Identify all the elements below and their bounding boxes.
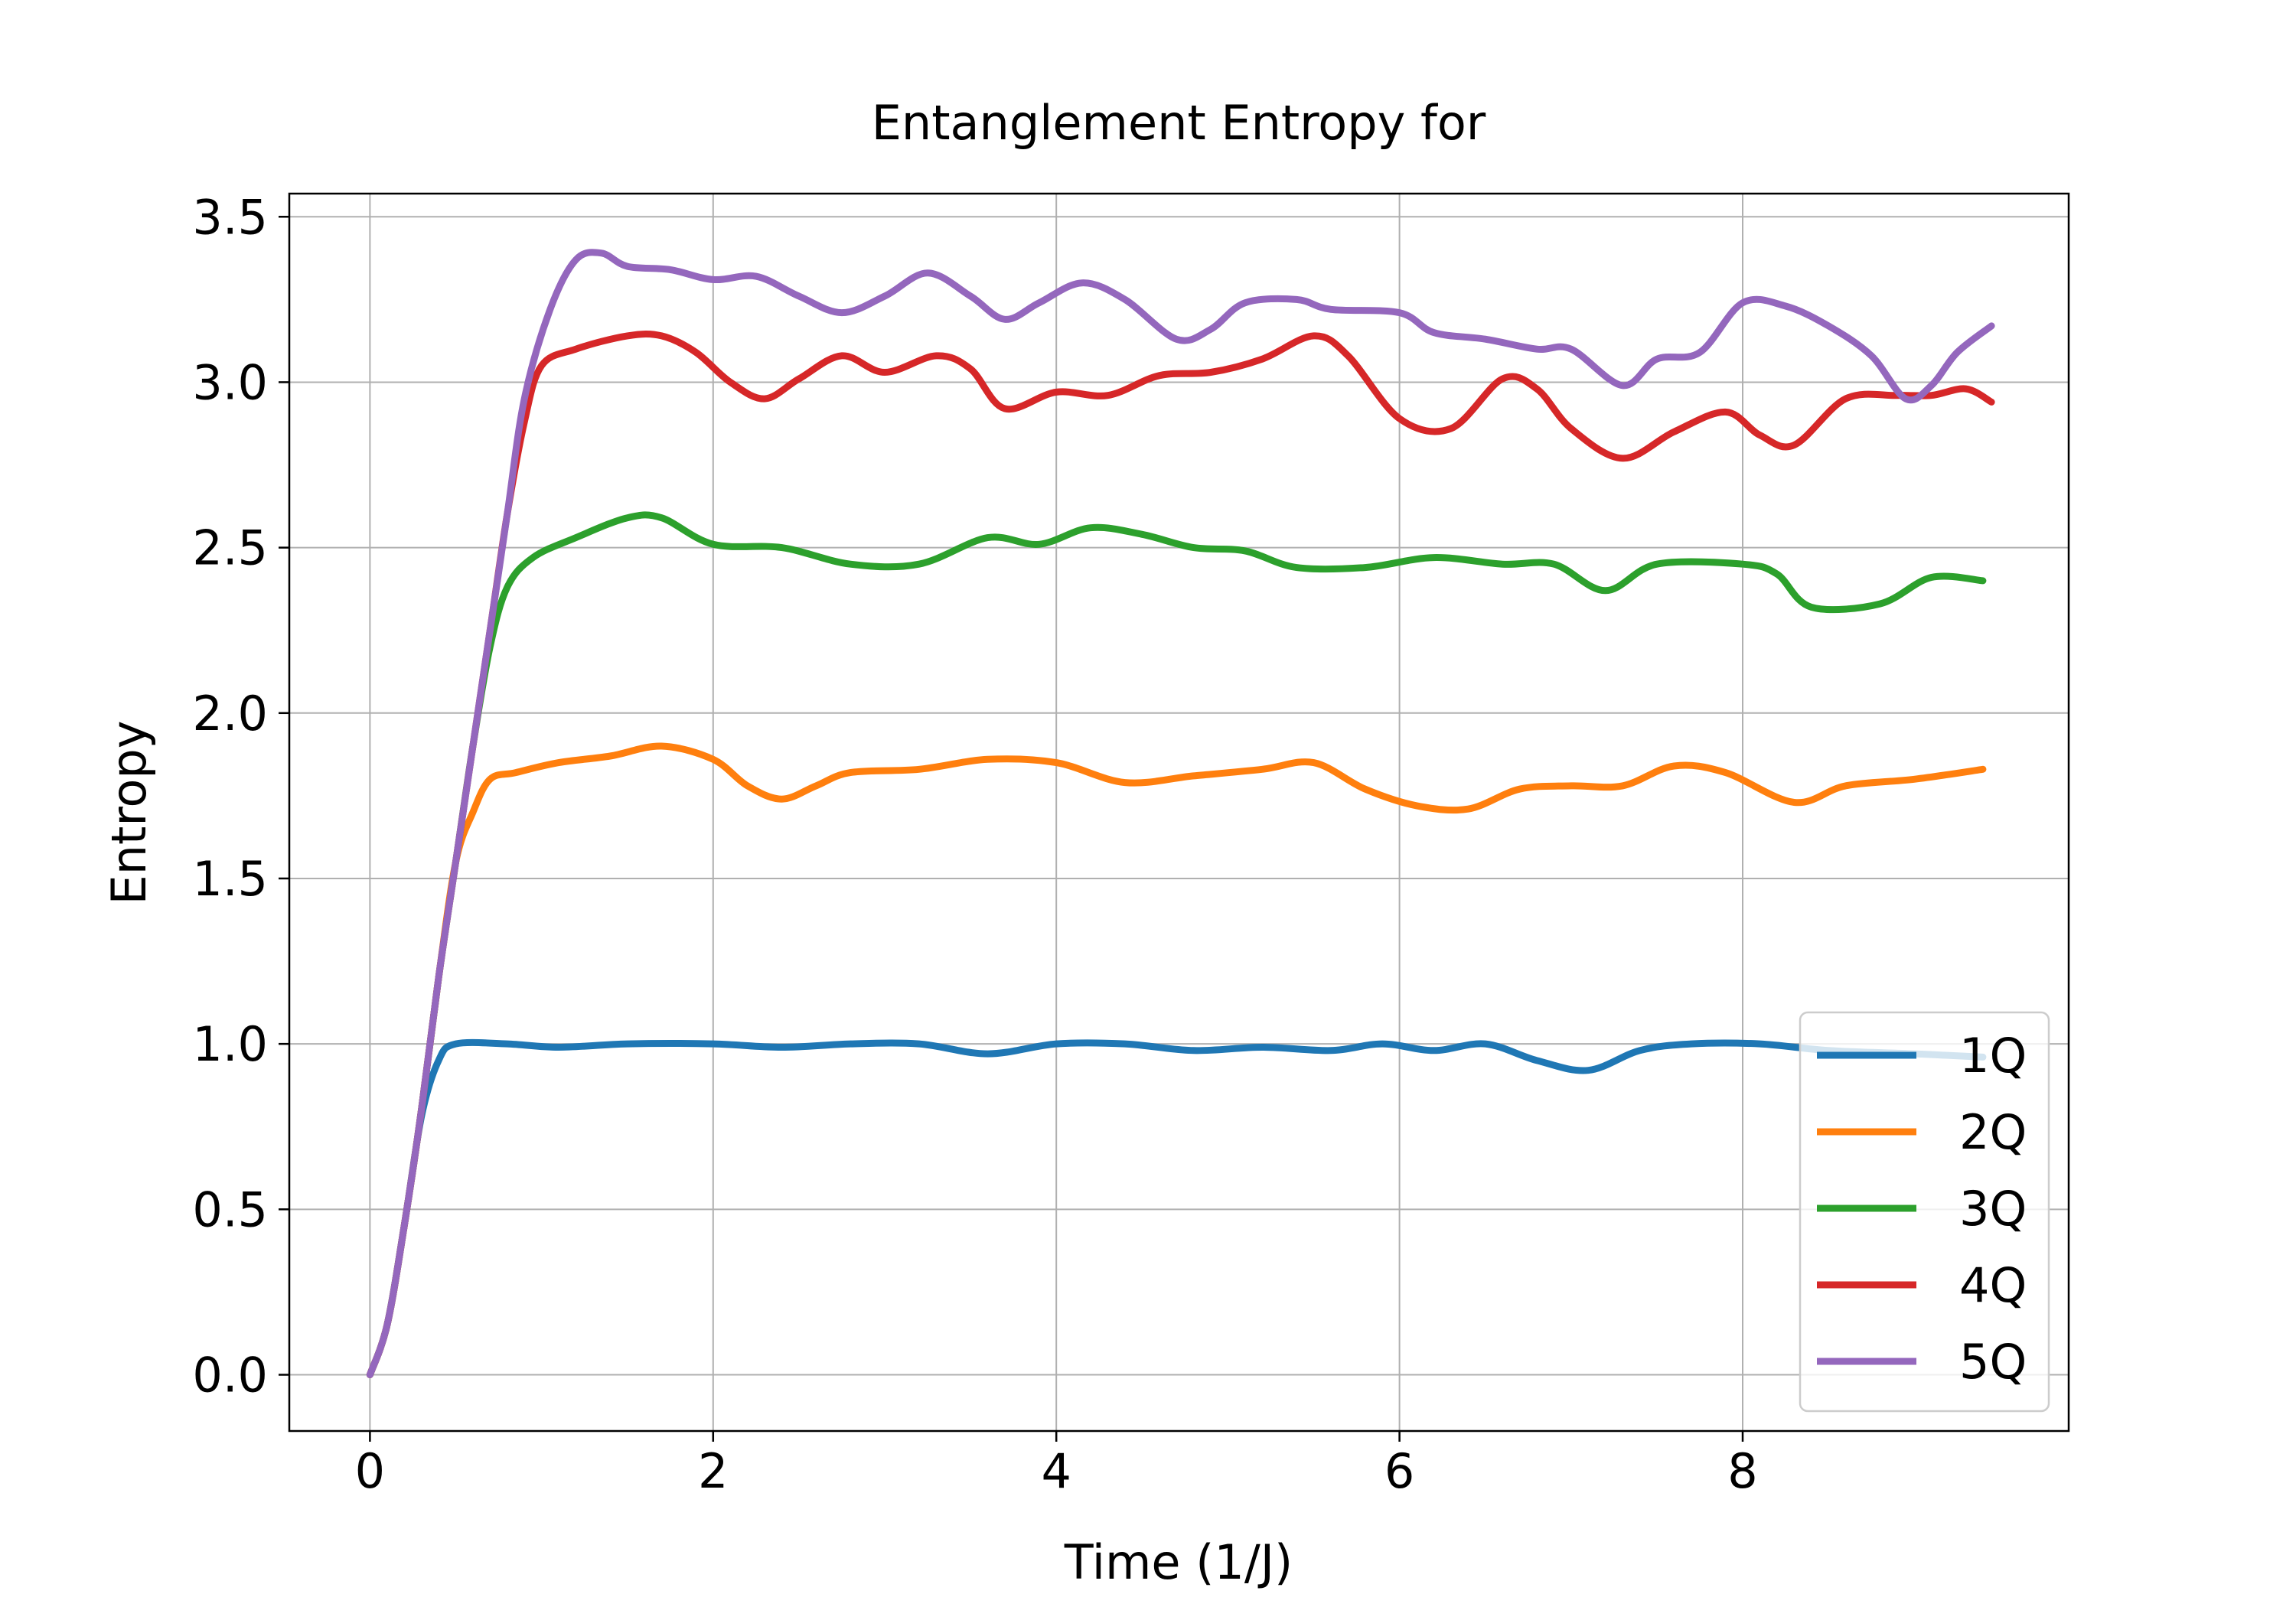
legend-box	[1799, 1011, 2050, 1413]
x-tick-label: 8	[1727, 1443, 1757, 1499]
y-axis-label: Entropy	[101, 721, 157, 905]
series-lines	[366, 249, 1995, 1378]
x-axis-label: Time (1/J)	[1064, 1534, 1293, 1590]
chart-title: Entanglement Entropy for	[872, 95, 1486, 151]
x-tick-label: 6	[1384, 1443, 1414, 1499]
x-tick-label: 0	[355, 1443, 385, 1499]
legend-label-4q: 4Q	[1959, 1257, 2027, 1313]
legend-label-3q: 3Q	[1959, 1181, 2027, 1237]
y-tick-label: 1.0	[192, 1016, 268, 1072]
y-tick-label: 2.5	[192, 520, 268, 576]
y-tick-label: 1.5	[192, 851, 268, 907]
plot-frame	[288, 192, 2070, 1433]
y-tick-label: 3.0	[192, 354, 268, 410]
y-tick-label: 0.0	[192, 1348, 268, 1403]
series-line-1q	[366, 1038, 1987, 1378]
legend-label-1q: 1Q	[1959, 1028, 2027, 1084]
y-tick-label: 3.5	[192, 189, 268, 245]
x-tick-label: 4	[1041, 1443, 1071, 1499]
series-line-5q	[366, 249, 1995, 1378]
plot-background	[289, 194, 2069, 1431]
y-tick-label: 0.5	[192, 1182, 268, 1237]
legend-label-2q: 2Q	[1959, 1104, 2027, 1160]
legend-label-5q: 5Q	[1959, 1334, 2027, 1390]
x-tick-label: 2	[698, 1443, 728, 1499]
legend: 1Q 2Q 3Q 4Q 5Q	[1799, 1011, 2050, 1413]
y-tick-label: 2.0	[192, 686, 268, 742]
axis-ticks: 0 2 4 6 8 0.0 0.5 1.0 1.5 2.0 2.5 3.0 3.5	[192, 189, 1757, 1499]
